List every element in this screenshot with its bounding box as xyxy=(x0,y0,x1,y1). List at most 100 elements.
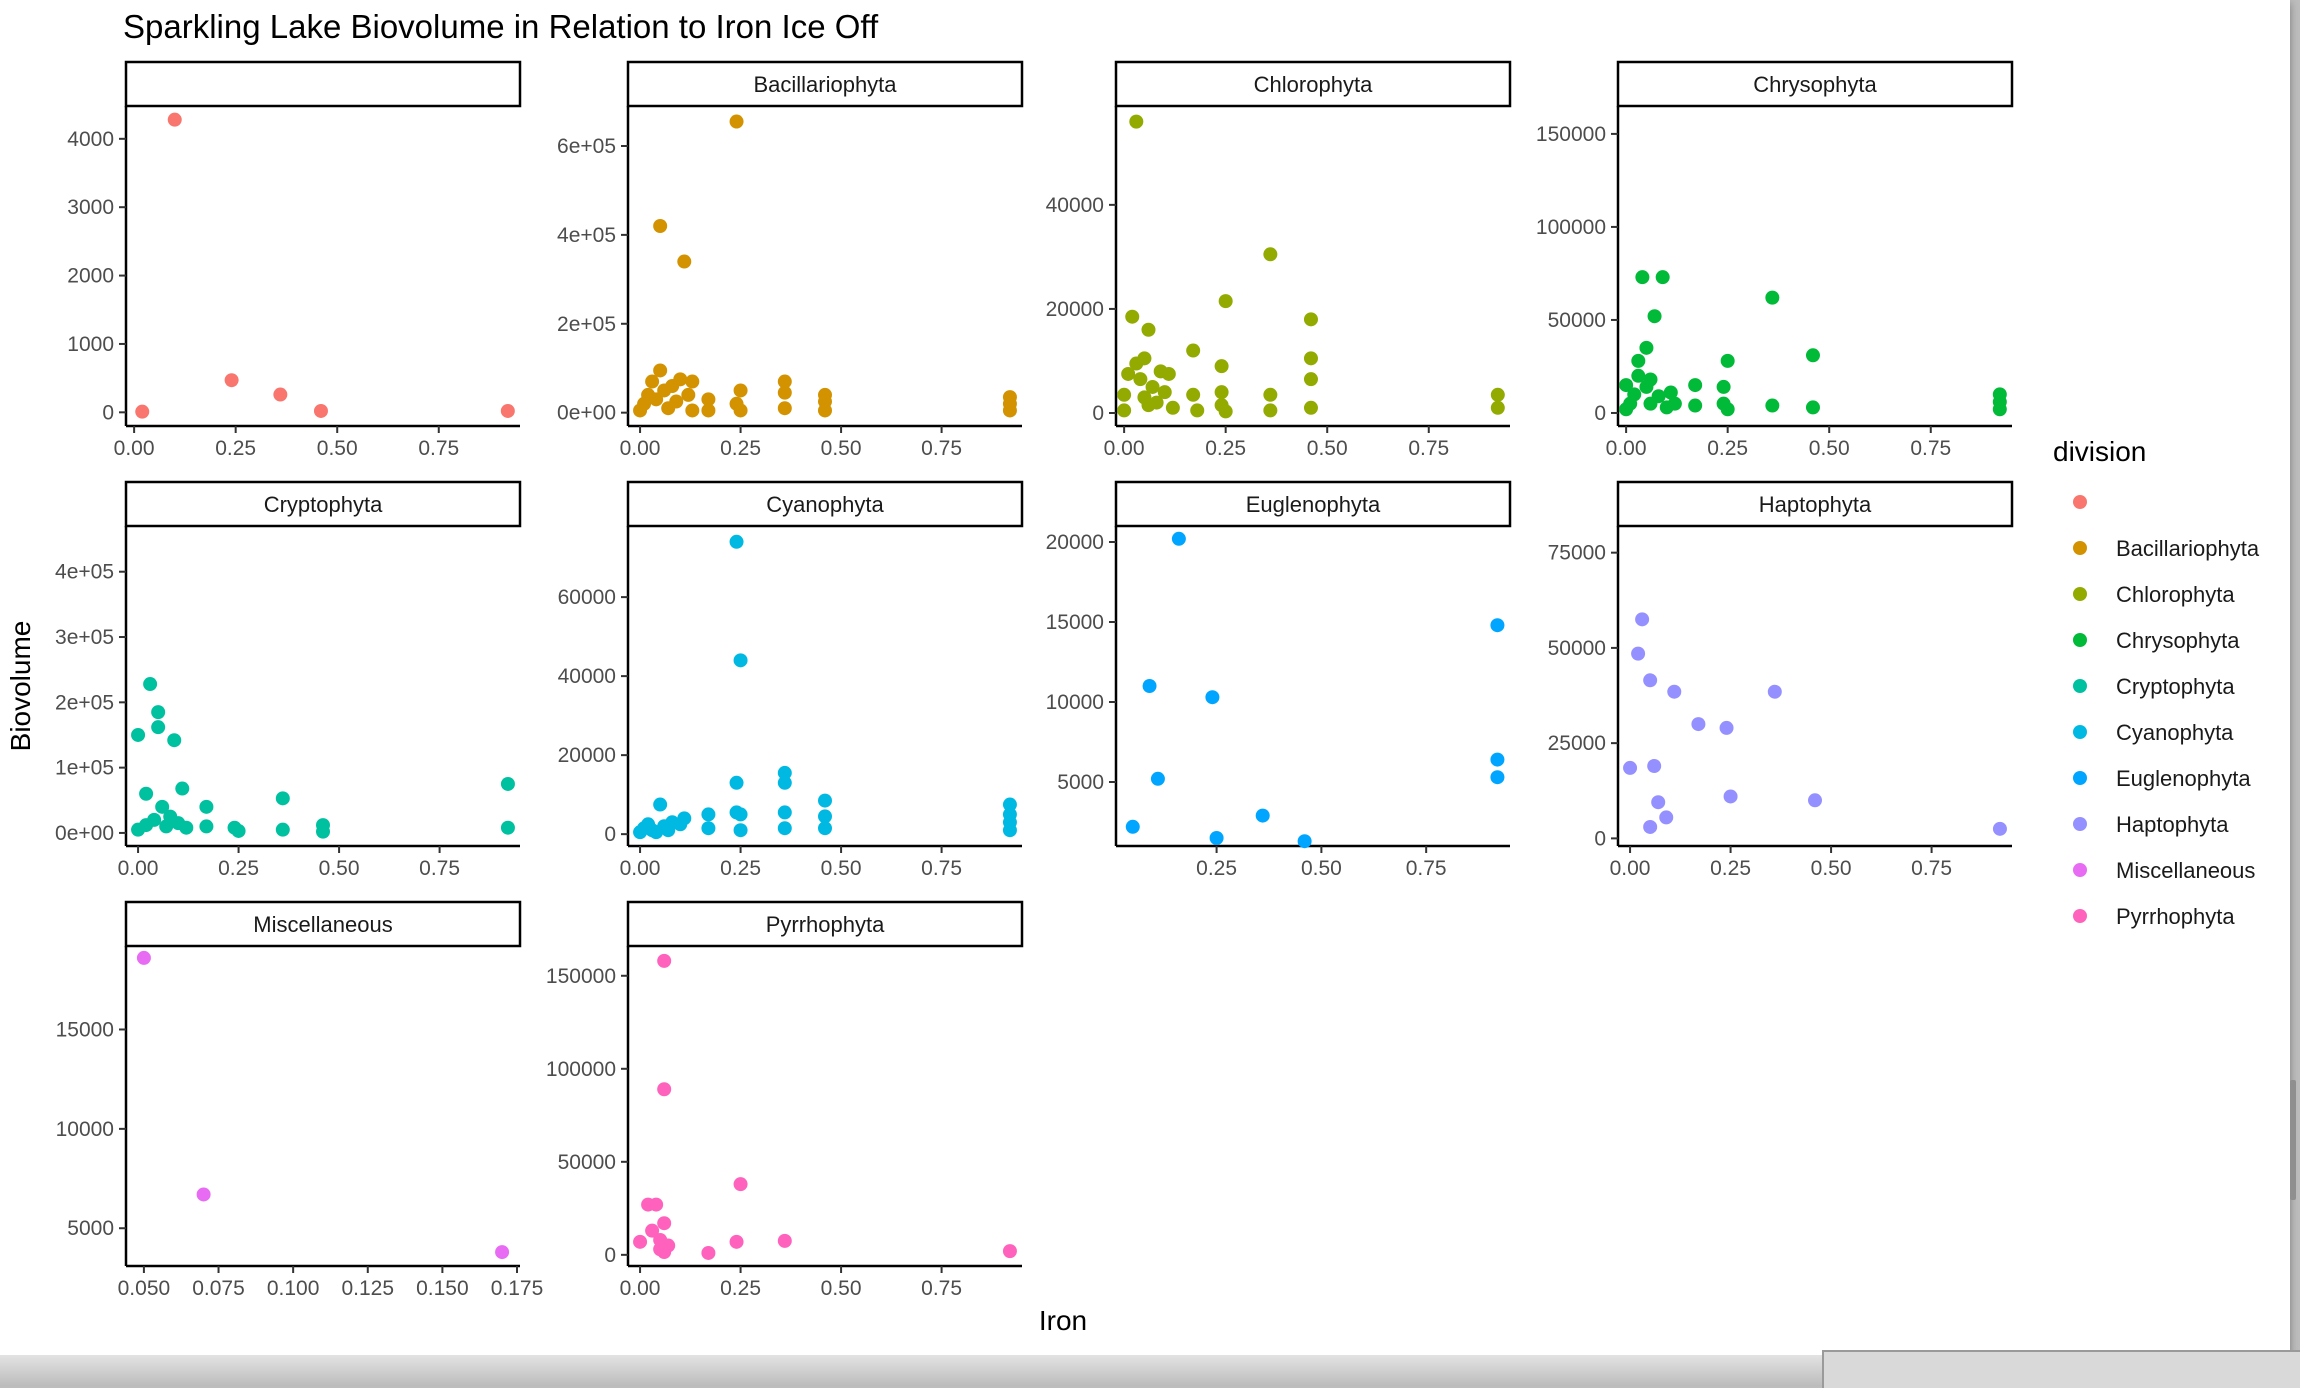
data-point xyxy=(1171,531,1186,546)
data-point xyxy=(1214,385,1229,400)
facet-strip xyxy=(124,480,522,528)
x-tick-label: 0.75 xyxy=(921,1277,962,1300)
y-tick-label: 150000 xyxy=(1536,123,1606,146)
x-tick-label: 0.75 xyxy=(1910,437,1951,460)
data-point xyxy=(1992,821,2007,836)
y-tick-label: 0 xyxy=(102,401,114,424)
data-point xyxy=(1716,379,1731,394)
data-point xyxy=(1490,770,1505,785)
facet-strip xyxy=(124,900,522,948)
x-tick-label: 0.25 xyxy=(1707,437,1748,460)
plot-window: Sparkling Lake Biovolume in Relation to … xyxy=(0,0,2290,1355)
data-point xyxy=(1218,294,1233,309)
y-tick-label: 10000 xyxy=(56,1118,114,1141)
data-point xyxy=(224,373,239,388)
data-point xyxy=(685,403,700,418)
legend-key xyxy=(2073,587,2087,601)
legend-key xyxy=(2073,771,2087,785)
data-point xyxy=(777,401,792,416)
facet-panel: Euglenophyta 0.25 0.50 0.75 5000 10000 15000 20… xyxy=(1046,480,1512,880)
y-tick-label: 0 xyxy=(1594,402,1606,425)
x-tick-label: 0.75 xyxy=(1406,857,1447,880)
legend-key xyxy=(2073,541,2087,555)
facet-strip-label: Euglenophyta xyxy=(1246,492,1381,517)
y-tick-label: 50000 xyxy=(1548,637,1606,660)
legend-item xyxy=(2073,495,2087,509)
data-point xyxy=(167,733,182,748)
x-tick-label: 0.25 xyxy=(218,857,259,880)
x-tick-label: 0.150 xyxy=(416,1277,469,1300)
data-point xyxy=(179,820,194,835)
data-point xyxy=(649,1197,664,1212)
data-point xyxy=(136,950,151,965)
data-point xyxy=(1186,343,1201,358)
y-tick-label: 20000 xyxy=(1046,531,1104,554)
data-point xyxy=(1767,684,1782,699)
data-point xyxy=(1688,378,1703,393)
data-point xyxy=(653,363,668,378)
data-point xyxy=(500,820,515,835)
legend-item: Cyanophyta xyxy=(2073,720,2234,745)
data-point xyxy=(1663,385,1678,400)
x-tick-label: 0.25 xyxy=(1205,437,1246,460)
y-tick-label: 4e+05 xyxy=(557,224,616,247)
facet-panel: Cyanophyta 0.00 0.25 0.50 0.75 0 20000 40000 600… xyxy=(558,480,1024,880)
data-point xyxy=(1297,834,1312,849)
facet-strip-label: Cyanophyta xyxy=(766,492,884,517)
data-point xyxy=(733,403,748,418)
data-point xyxy=(1720,353,1735,368)
y-tick-label: 0 xyxy=(604,823,616,846)
data-point xyxy=(1635,612,1650,627)
facet-panel: Haptophyta 0.00 0.25 0.50 0.75 0 25000 50000 750… xyxy=(1548,480,2014,880)
data-point xyxy=(1647,309,1662,324)
y-tick-label: 4000 xyxy=(67,128,114,151)
data-point xyxy=(1643,372,1658,387)
data-point xyxy=(143,677,158,692)
data-point xyxy=(1639,340,1654,355)
data-point xyxy=(729,534,744,549)
data-point xyxy=(1490,400,1505,415)
y-tick-label: 5000 xyxy=(67,1217,114,1240)
data-point xyxy=(1635,270,1650,285)
x-tick-label: 0.50 xyxy=(1811,857,1852,880)
x-tick-label: 0.050 xyxy=(118,1277,171,1300)
data-point xyxy=(147,812,162,827)
data-point xyxy=(661,1238,676,1253)
legend: Bacillariophyta Chlorophyta Chrysophyta Cry… xyxy=(2073,495,2260,929)
data-point xyxy=(1149,395,1164,410)
x-tick-label: 0.75 xyxy=(419,857,460,880)
data-point xyxy=(701,403,716,418)
data-point xyxy=(1186,387,1201,402)
data-point xyxy=(1125,819,1140,834)
data-point xyxy=(1121,366,1136,381)
facet-strip xyxy=(1616,60,2014,108)
data-point xyxy=(1688,398,1703,413)
y-tick-label: 2e+05 xyxy=(55,691,114,714)
data-point xyxy=(1255,808,1270,823)
data-point xyxy=(777,805,792,820)
x-tick-label: 0.25 xyxy=(215,437,256,460)
data-point xyxy=(1002,1244,1017,1259)
facet-strip xyxy=(1114,60,1512,108)
data-point xyxy=(645,374,660,389)
data-point xyxy=(653,797,668,812)
x-tick-label: 0.25 xyxy=(720,857,761,880)
x-axis-label: Iron xyxy=(1039,1305,1087,1336)
data-point xyxy=(1667,684,1682,699)
data-point xyxy=(135,404,150,419)
data-point xyxy=(175,781,190,796)
data-point xyxy=(1992,402,2007,417)
data-point xyxy=(1002,823,1017,838)
y-tick-label: 0e+00 xyxy=(557,402,616,425)
y-tick-label: 0 xyxy=(604,1244,616,1267)
data-point xyxy=(645,1223,660,1238)
y-tick-label: 2e+05 xyxy=(557,313,616,336)
chart-title: Sparkling Lake Biovolume in Relation to … xyxy=(123,8,879,45)
data-point xyxy=(777,374,792,389)
y-tick-label: 100000 xyxy=(1536,216,1606,239)
facet-panel: Pyrrhophyta 0.00 0.25 0.50 0.75 0 50000 100000 1… xyxy=(546,900,1024,1300)
data-point xyxy=(657,1216,672,1231)
background-window-fragment xyxy=(1822,1350,2300,1388)
y-tick-label: 100000 xyxy=(546,1058,616,1081)
x-tick-label: 0.00 xyxy=(620,857,661,880)
